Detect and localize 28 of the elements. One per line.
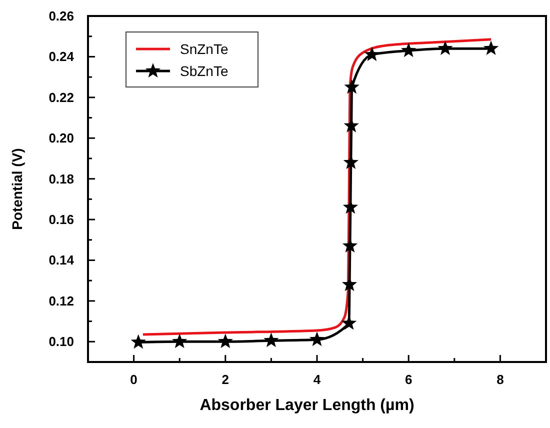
legend-label: SnZnTe <box>180 41 228 57</box>
point <box>218 334 234 348</box>
x-tick-label: 6 <box>404 372 412 387</box>
x-tick-label: 0 <box>130 372 138 387</box>
y-tick-label: 0.18 <box>48 171 74 186</box>
y-tick-label: 0.16 <box>48 212 74 228</box>
point <box>438 40 453 56</box>
point <box>309 332 325 346</box>
x-axis-title: Absorber Layer Length (µm) <box>200 397 414 414</box>
y-tick-label: 0.24 <box>48 49 75 64</box>
x-tick-label: 4 <box>313 372 322 387</box>
point <box>344 79 360 94</box>
point <box>172 334 188 348</box>
y-axis-title: Potential (V) <box>9 148 25 230</box>
legend-label: SbZnTe <box>180 63 228 79</box>
point <box>483 40 499 56</box>
y-tick-label: 0.12 <box>48 293 74 308</box>
y-tick-label: 0.10 <box>48 334 74 350</box>
y-tick-label: 0.26 <box>48 8 74 24</box>
point <box>264 332 279 348</box>
y-tick-label: 0.22 <box>48 90 74 105</box>
y-tick-label: 0.20 <box>48 130 74 146</box>
y-tick-label: 0.14 <box>48 252 75 268</box>
point <box>130 334 146 349</box>
x-tick-label: 8 <box>496 372 504 387</box>
point <box>364 46 380 62</box>
point <box>400 42 416 58</box>
x-tick-label: 2 <box>222 372 230 387</box>
